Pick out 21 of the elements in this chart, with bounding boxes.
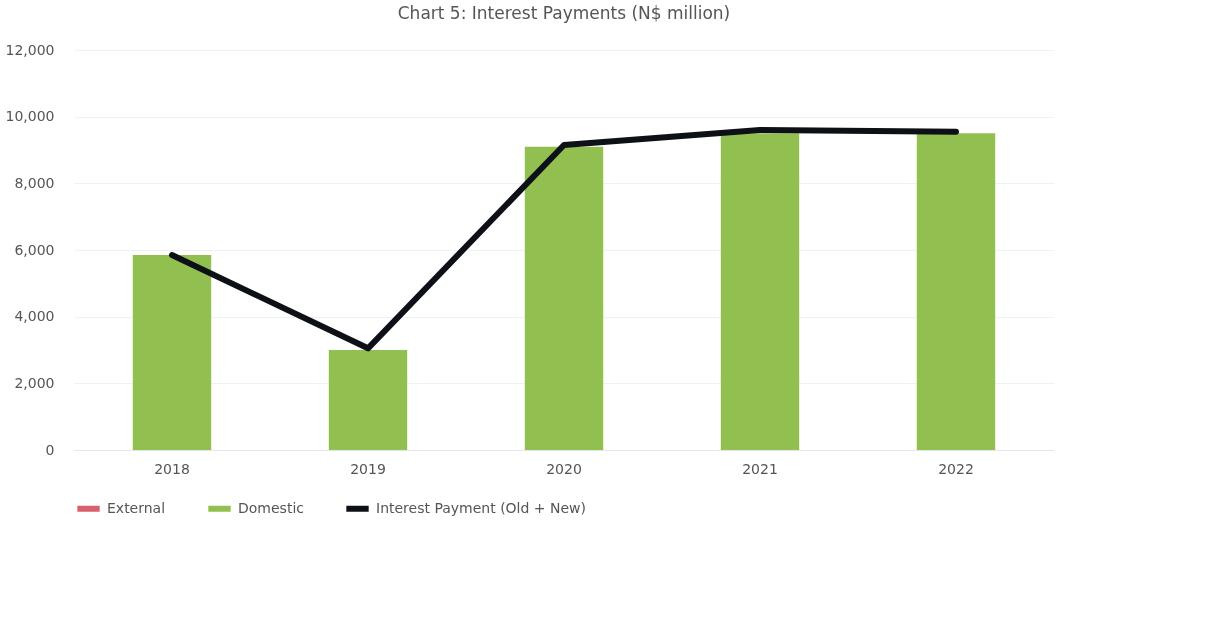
legend-label: Domestic xyxy=(238,499,304,516)
chart-title: Chart 5: Interest Payments (N$ million) xyxy=(397,3,731,23)
x-tick-label: 2022 xyxy=(938,460,974,477)
x-tick-label: 2019 xyxy=(350,460,386,477)
y-tick-label: 0 xyxy=(45,441,55,458)
bar xyxy=(328,350,408,450)
legend-label: Interest Payment (Old + New) xyxy=(376,499,587,516)
y-tick-label: 6,000 xyxy=(14,241,55,258)
bar xyxy=(720,133,800,450)
y-tick-label: 4,000 xyxy=(14,308,55,325)
y-tick-label: 12,000 xyxy=(5,41,55,58)
legend-label: External xyxy=(107,499,166,516)
bar xyxy=(916,133,996,450)
y-tick-label: 10,000 xyxy=(5,108,55,125)
x-tick-label: 2021 xyxy=(742,460,778,477)
y-tick-label: 8,000 xyxy=(14,174,55,191)
bar xyxy=(132,255,212,450)
y-tick-label: 2,000 xyxy=(14,374,55,391)
bar xyxy=(524,146,604,450)
x-tick-label: 2018 xyxy=(154,460,190,477)
x-tick-label: 2020 xyxy=(546,460,582,477)
